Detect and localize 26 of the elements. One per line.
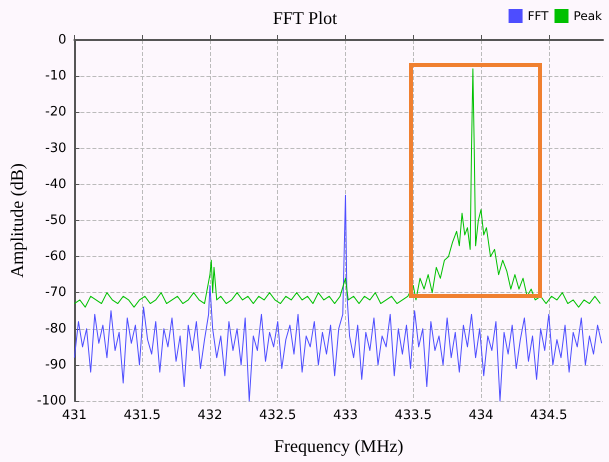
x-axis-title: Frequency (MHz)	[274, 436, 404, 456]
y-tick-label: -90	[45, 357, 66, 372]
x-tick-label: 434	[468, 408, 494, 423]
y-tick-label: -30	[45, 140, 66, 156]
x-tick-label: 433	[333, 408, 358, 423]
y-axis-title: Amplitude (dB)	[7, 163, 27, 278]
y-tick-label: -60	[45, 249, 66, 264]
y-tick-label: -20	[45, 104, 66, 120]
line-series	[74, 68, 601, 308]
x-tick-label: 431	[62, 408, 87, 423]
x-tick-label: 432.5	[259, 408, 296, 423]
y-tick-label: -40	[45, 176, 66, 192]
y-tick-label: -50	[45, 213, 66, 228]
y-tick-label: -10	[45, 68, 66, 84]
legend-label: FFT	[528, 9, 550, 23]
y-tick-label: -100	[36, 394, 66, 408]
y-tick-label: -70	[45, 285, 66, 300]
line-series	[74, 194, 602, 402]
chart-title: FFT Plot	[272, 8, 338, 28]
x-tick-label: 432	[198, 408, 222, 423]
x-tick-label: 433.5	[394, 408, 432, 423]
y-tick-label: 0	[58, 32, 66, 48]
x-tick-label: 431.5	[124, 408, 161, 423]
legend-label: Peak	[574, 9, 602, 23]
y-tick-label: -80	[45, 321, 66, 336]
x-tick-label: 434.5	[530, 408, 568, 423]
